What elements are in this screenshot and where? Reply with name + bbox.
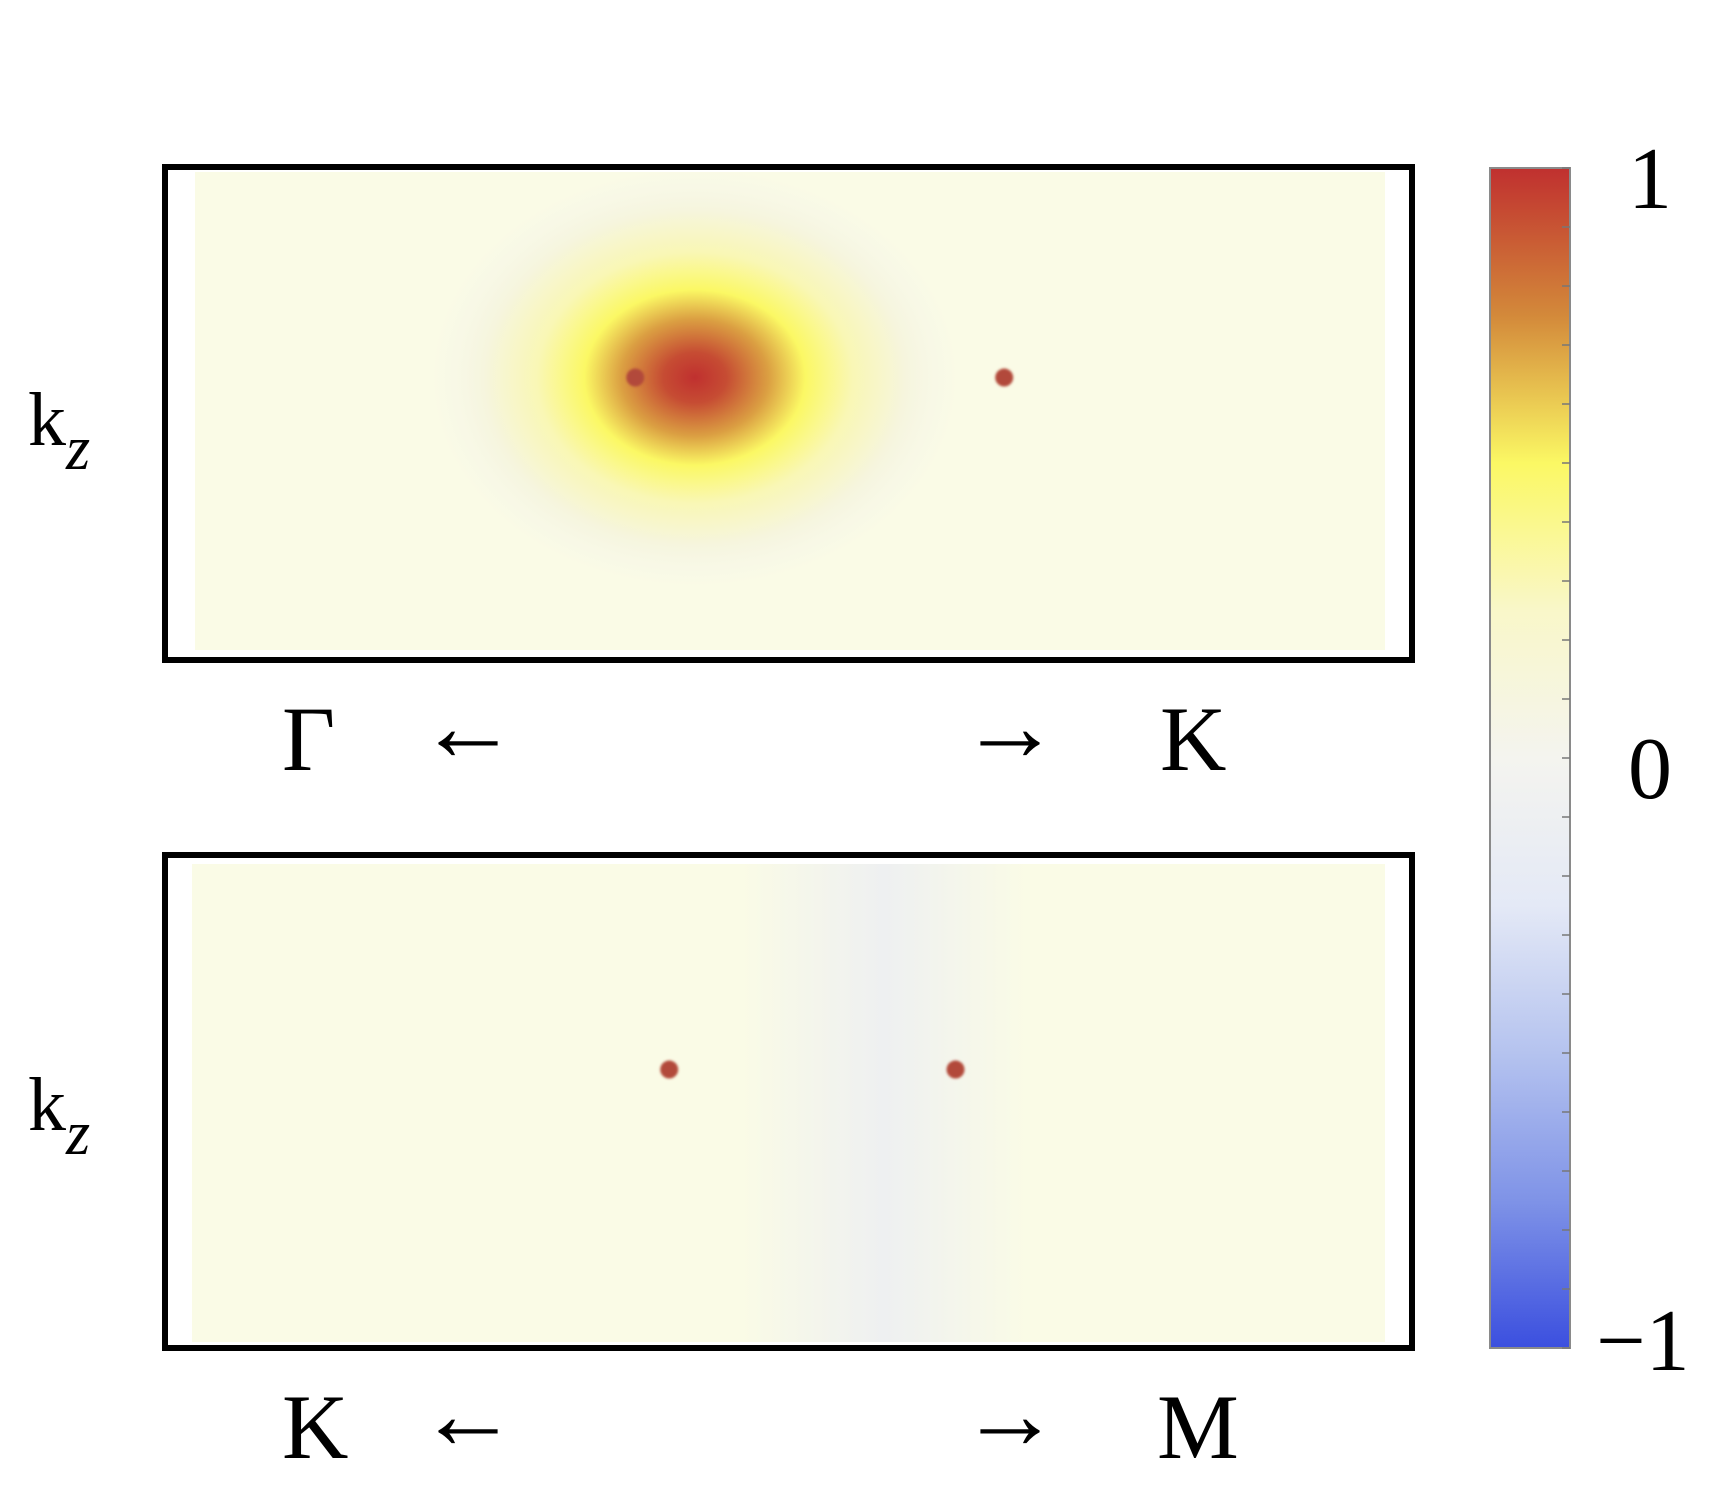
heatmap-peak-halo [431, 172, 958, 587]
colorbar-gradient [1489, 167, 1571, 1349]
panel-bottom-x-right-label: M [1157, 1376, 1239, 1478]
panel-bottom-frame [162, 852, 1415, 1351]
panel-top-x-right-arrow: → [960, 671, 1060, 782]
colorbar-tick-marks [1562, 167, 1570, 1349]
panel-bottom-ylabel: kz [28, 1063, 90, 1168]
panel-top-x-left-label: Γ [282, 688, 335, 790]
panel-top-ylabel-sub: z [65, 415, 90, 483]
panel-top-heatmap [431, 172, 958, 587]
panel-top-x-left-arrow: ← [418, 671, 518, 782]
colorbar-tick-label-max: 1 [1628, 131, 1672, 228]
data-point-2 [995, 368, 1014, 387]
panel-bottom-ylabel-sub: z [65, 1100, 90, 1168]
heatmap-valley-band [740, 864, 1028, 1342]
panel-bottom-ylabel-main: k [28, 1063, 66, 1147]
panel-top-ylabel: kz [28, 378, 90, 483]
panel-top-frame [162, 164, 1415, 663]
data-point-2 [946, 1060, 965, 1079]
panel-top: kz Γ ← → K [28, 164, 1415, 790]
panel-top-x-right-label: K [1160, 688, 1226, 790]
panel-top-ylabel-main: k [28, 378, 66, 462]
data-point-1 [660, 1060, 679, 1079]
data-point-1 [626, 368, 645, 387]
colorbar: 1 0 −1 [1489, 131, 1690, 1390]
colorbar-tick-label-min: −1 [1596, 1293, 1690, 1390]
colorbar-tick-label-zero: 0 [1628, 721, 1672, 818]
panel-bottom-heatmap [740, 864, 1028, 1342]
panel-bottom-x-right-arrow: → [960, 1359, 1060, 1470]
panel-bottom-x-left-arrow: ← [418, 1359, 518, 1470]
panel-bottom-x-left-label: K [282, 1376, 348, 1478]
panel-bottom: kz K ← → M [28, 852, 1415, 1478]
